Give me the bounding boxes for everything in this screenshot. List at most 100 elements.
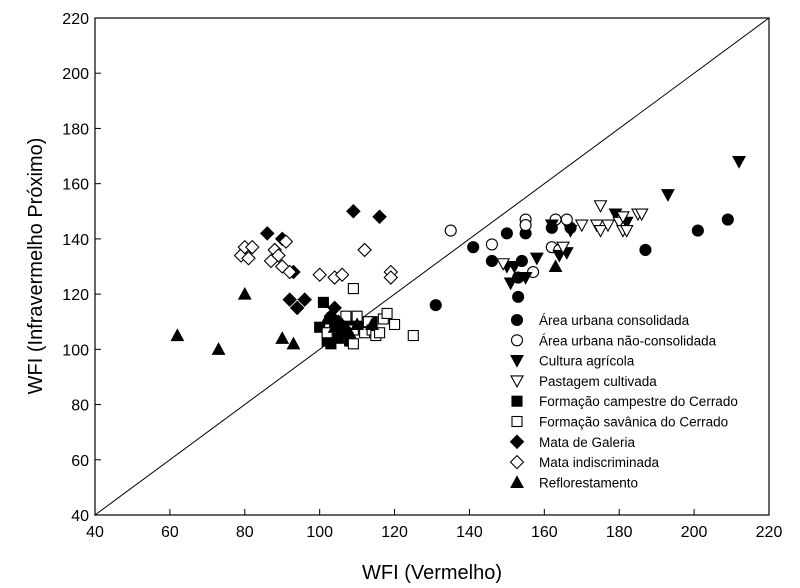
data-point xyxy=(563,225,578,238)
data-point xyxy=(444,224,457,237)
x-tick-label: 140 xyxy=(456,524,483,541)
legend-marker xyxy=(509,454,525,470)
data-point xyxy=(357,242,372,258)
x-tick-label: 60 xyxy=(161,524,179,541)
y-tick-label: 120 xyxy=(62,287,89,304)
legend-marker xyxy=(510,375,524,389)
data-point xyxy=(529,252,544,266)
legend-label: Cultura agrícola xyxy=(539,354,635,369)
legend-label: Reflorestamento xyxy=(539,475,638,490)
data-point xyxy=(241,250,256,266)
y-tick-label: 80 xyxy=(71,398,89,415)
data-point xyxy=(278,234,294,249)
data-points xyxy=(170,156,746,355)
data-point xyxy=(237,286,252,300)
series-9 xyxy=(170,259,563,355)
series-4 xyxy=(496,200,649,271)
data-point xyxy=(346,203,361,219)
axis-ticks: 40 60 80 100 120 140 160 180 200 220 40 60 80 100 120 1… xyxy=(62,11,782,541)
data-point xyxy=(244,239,260,255)
data-point xyxy=(374,327,386,339)
data-point xyxy=(507,260,522,274)
data-point xyxy=(286,336,301,350)
data-point xyxy=(335,317,350,331)
data-point xyxy=(312,267,327,283)
identity-reference-line xyxy=(94,17,770,516)
data-point xyxy=(327,300,342,316)
legend-label: Mata de Galeria xyxy=(539,435,636,450)
legend-label: Formação savânica do Cerrado xyxy=(539,415,728,430)
data-point xyxy=(297,292,312,307)
legend-marker xyxy=(510,313,524,327)
data-point xyxy=(500,227,513,240)
series-3 xyxy=(499,156,746,291)
data-point xyxy=(170,328,185,342)
x-tick-label: 220 xyxy=(756,524,783,541)
data-point xyxy=(485,238,498,251)
data-point xyxy=(519,219,532,232)
legend-label: Área urbana não-consolidada xyxy=(539,333,717,348)
data-point xyxy=(560,213,573,226)
data-point xyxy=(544,219,559,233)
legend-marker xyxy=(509,434,525,450)
x-tick-label: 100 xyxy=(306,524,333,541)
data-point xyxy=(211,342,226,355)
y-tick-label: 200 xyxy=(62,66,89,83)
data-point xyxy=(429,299,442,312)
data-point xyxy=(691,224,704,237)
x-tick-label: 200 xyxy=(681,524,708,541)
legend-marker xyxy=(511,395,523,407)
plot-frame xyxy=(94,17,770,516)
legend-marker xyxy=(510,475,524,488)
data-point xyxy=(512,290,525,303)
legend-label: Área urbana consolidada xyxy=(539,313,690,328)
data-point xyxy=(574,219,589,233)
x-axis-label: WFI (Vermelho) xyxy=(362,562,502,584)
data-point xyxy=(350,317,365,331)
data-point xyxy=(381,307,393,319)
data-point xyxy=(389,318,401,331)
y-tick-label: 180 xyxy=(62,121,89,138)
x-tick-label: 40 xyxy=(86,524,104,541)
identity-line xyxy=(94,17,770,516)
legend-marker xyxy=(510,355,524,368)
x-tick-label: 80 xyxy=(236,524,254,541)
legend-label: Mata indiscriminada xyxy=(539,455,660,470)
data-point xyxy=(347,338,359,350)
series-1 xyxy=(429,213,734,312)
y-tick-label: 40 xyxy=(71,508,89,525)
data-point xyxy=(317,296,329,308)
data-point xyxy=(342,325,357,339)
data-point xyxy=(289,300,305,316)
data-point xyxy=(503,277,518,291)
data-point xyxy=(616,211,630,224)
data-point xyxy=(383,270,399,285)
data-point xyxy=(634,208,649,222)
data-point xyxy=(496,258,511,271)
data-point xyxy=(552,249,567,263)
data-point xyxy=(282,264,297,280)
data-point xyxy=(660,189,675,202)
data-point xyxy=(619,225,634,238)
y-tick-label: 60 xyxy=(71,453,89,470)
data-point xyxy=(467,241,480,254)
data-point xyxy=(732,156,746,169)
legend: Área urbana consolidada Área urbana não-c… xyxy=(509,313,738,490)
x-tick-label: 120 xyxy=(381,524,408,541)
legend-marker xyxy=(510,334,524,347)
legend-label: Pastagem cultivada xyxy=(539,374,657,389)
y-tick-label: 160 xyxy=(62,177,89,194)
data-point xyxy=(407,329,419,342)
data-point xyxy=(340,310,352,322)
y-tick-label: 220 xyxy=(62,11,89,28)
y-tick-label: 100 xyxy=(62,342,89,359)
data-point xyxy=(518,271,533,285)
y-tick-label: 140 xyxy=(62,232,89,249)
data-point xyxy=(593,200,608,213)
data-point xyxy=(593,225,608,238)
y-axis-label: WFI (Infravermelho Próximo) xyxy=(25,138,47,395)
data-point xyxy=(259,226,275,241)
data-point xyxy=(320,311,335,325)
data-point xyxy=(601,219,615,233)
